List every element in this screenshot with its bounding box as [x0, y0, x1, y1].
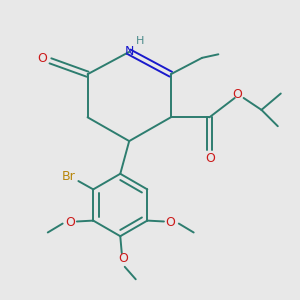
Text: O: O: [232, 88, 242, 101]
Text: N: N: [125, 45, 134, 58]
Text: Br: Br: [62, 169, 76, 182]
Text: O: O: [205, 152, 215, 165]
Text: O: O: [65, 216, 75, 229]
Text: O: O: [37, 52, 47, 65]
Text: O: O: [118, 252, 128, 265]
Text: H: H: [135, 36, 144, 46]
Text: O: O: [166, 216, 176, 229]
